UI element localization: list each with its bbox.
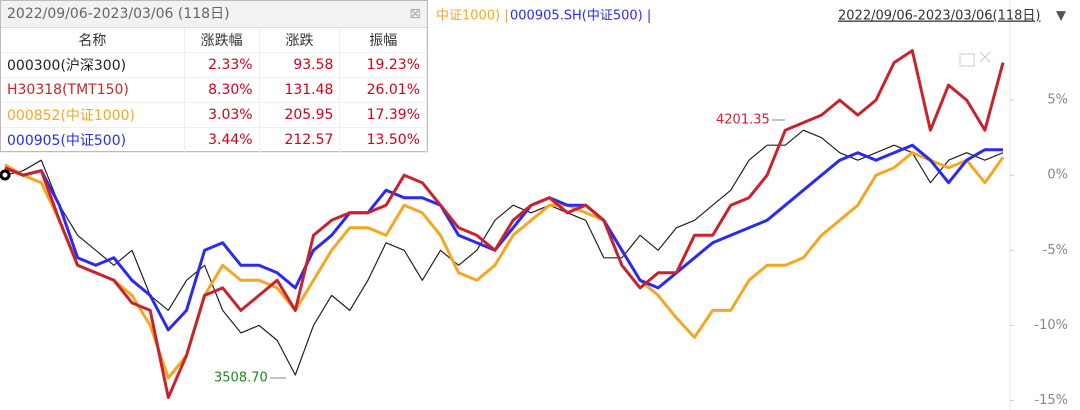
series-name: 000852(中证1000) [1,102,185,128]
dropdown-arrow[interactable]: ▼ [1056,9,1066,24]
annotation: 3508.70 [214,371,268,386]
table-row: 000905(中证500) 3.44% 212.57 13.50% [1,127,427,153]
cell: 2.33% [184,52,260,78]
annotation: 4201.35 [716,113,770,128]
cell: 26.01% [339,77,427,103]
close-button[interactable]: ⊠ [409,6,421,22]
cell: 3.44% [184,127,260,153]
y-tick-label: -5% [1043,243,1068,258]
legend-fragment: 中证1000) | [436,9,509,24]
legend-fragment: 000905.SH(中证500) | [510,9,651,24]
column-header: 涨跌幅 [184,28,260,53]
panel-title-bar: 2022/09/06-2023/03/06 (118日) ⊠ [1,1,427,28]
range-selector[interactable]: 2022/09/06-2023/03/06(118日) [838,9,1041,24]
series-name: 000905(中证500) [1,127,185,153]
series-name: 000300(沪深300) [1,52,185,78]
column-header: 名称 [1,28,185,53]
lines [4,49,1005,399]
y-tick-label: -15% [1034,393,1068,408]
cell: 131.48 [259,77,341,103]
cell: 212.57 [259,127,341,153]
cell: 19.23% [339,52,427,78]
series-line [4,49,1005,399]
series-line [4,143,1003,332]
y-tick-label: -10% [1034,318,1068,333]
cell: 205.95 [259,102,341,128]
icon[interactable] [959,53,975,67]
close-icon[interactable] [979,51,991,63]
header-row: 名称 涨跌幅 涨跌 振幅 [1,28,427,53]
table-row: 000852(中证1000) 3.03% 205.95 17.39% [1,102,427,128]
series-name: H30318(TMT150) [1,77,185,103]
panel-title: 2022/09/06-2023/03/06 (118日) [7,6,230,22]
cell: 3.03% [184,102,260,128]
info-panel: 2022/09/06-2023/03/06 (118日) ⊠ 名称 涨跌幅 涨跌 振幅 0… [0,0,428,153]
y-tick-label: 0% [1047,168,1068,183]
y-tick-label: 5% [1047,93,1068,108]
cell: 17.39% [339,102,427,128]
cell: 13.50% [339,127,427,153]
column-header: 涨跌 [259,28,341,53]
cell: 93.58 [259,52,341,78]
panel-table: 名称 涨跌幅 涨跌 振幅 000300(沪深300) 2.33% 93.58 19.23% H3… [1,28,427,153]
series-line [4,129,1004,376]
start-marker [0,169,11,181]
table-row: H30318(TMT150) 8.30% 131.48 26.01% [1,77,427,103]
cell: 8.30% [184,77,260,103]
table-row: 000300(沪深300) 2.33% 93.58 19.23% [1,52,427,78]
column-header: 振幅 [339,28,427,53]
series-line [4,151,1005,380]
